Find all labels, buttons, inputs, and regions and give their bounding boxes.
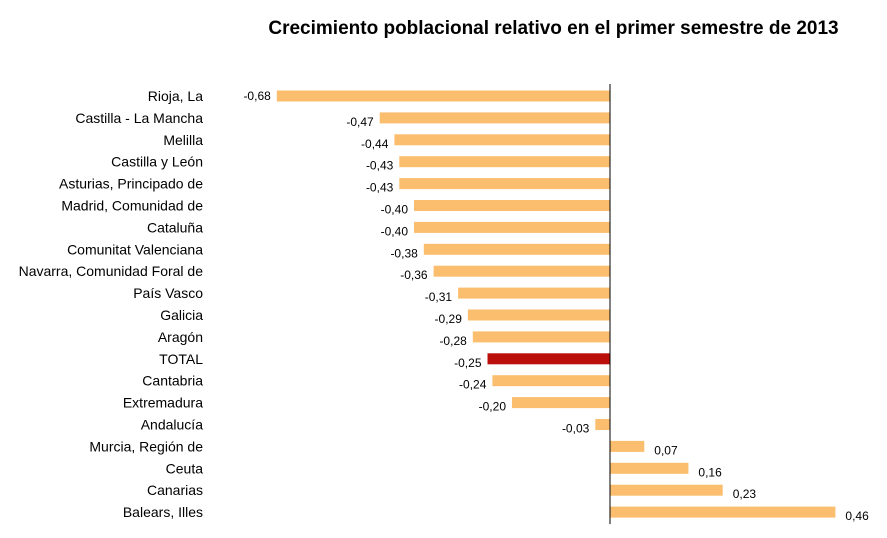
- bar-4: [399, 178, 610, 190]
- category-label: Aragón: [158, 329, 203, 345]
- value-label: -0,24: [459, 378, 487, 392]
- bar-18: [610, 484, 723, 496]
- bars-group: [276, 90, 836, 518]
- value-label: -0,68: [243, 89, 271, 103]
- category-label: Castilla y León: [111, 154, 203, 170]
- category-label: Galicia: [160, 307, 203, 323]
- value-label: -0,31: [425, 290, 453, 304]
- value-label: -0,40: [381, 203, 409, 217]
- value-label: -0,28: [439, 334, 467, 348]
- category-label: Ceuta: [166, 460, 204, 476]
- bar-0: [276, 90, 610, 102]
- category-label: Asturias, Principado de: [59, 176, 203, 192]
- category-label: Comunitat Valenciana: [67, 241, 203, 257]
- value-labels-group: -0,68 -0,47 -0,44 -0,43 -0,43 -0,40 -0,40 -0,38…: [243, 89, 869, 523]
- category-label: TOTAL: [159, 351, 203, 367]
- category-label: Rioja, La: [148, 88, 203, 104]
- value-label: -0,40: [381, 224, 409, 238]
- value-label: 0,23: [733, 487, 757, 501]
- category-label: País Vasco: [133, 285, 203, 301]
- value-label: -0,25: [454, 356, 482, 370]
- bar-10: [467, 309, 610, 321]
- bar-9: [458, 287, 610, 299]
- bar-3: [399, 156, 610, 168]
- category-label: Cantabria: [142, 373, 203, 389]
- value-label: 0,07: [654, 443, 678, 457]
- value-label: 0,16: [698, 465, 722, 479]
- chart-title: Crecimiento poblacional relativo en el p…: [268, 18, 839, 39]
- category-label: Madrid, Comunidad de: [61, 198, 203, 214]
- bar-7: [423, 243, 610, 255]
- value-label: -0,47: [346, 115, 374, 129]
- value-label: -0,03: [562, 422, 590, 436]
- value-label: -0,29: [435, 312, 463, 326]
- bar-11: [472, 331, 610, 343]
- category-label: Cataluña: [147, 219, 203, 235]
- bar-14: [512, 397, 610, 409]
- bar-6: [414, 221, 610, 233]
- value-label: -0,38: [390, 246, 418, 260]
- value-label: -0,43: [366, 159, 394, 173]
- bar-2: [394, 134, 610, 146]
- category-label: Melilla: [163, 132, 203, 148]
- category-label: Canarias: [147, 482, 203, 498]
- bar-1: [379, 112, 610, 124]
- bar-5: [414, 200, 610, 211]
- category-label: Castilla - La Mancha: [75, 110, 203, 126]
- category-label: Murcia, Región de: [89, 438, 203, 454]
- bar-17: [610, 462, 689, 474]
- category-label: Extremadura: [123, 395, 203, 411]
- value-label: 0,46: [845, 509, 869, 523]
- category-label: Andalucía: [141, 417, 203, 433]
- value-label: -0,43: [366, 181, 394, 195]
- bar-19: [610, 506, 836, 518]
- category-labels-group: Rioja, La Castilla - La Mancha Melilla Cast…: [19, 88, 204, 520]
- bar-16: [610, 440, 645, 452]
- bar-12: [487, 353, 610, 365]
- category-label: Navarra, Comunidad Foral de: [19, 263, 204, 279]
- value-label: -0,20: [479, 400, 507, 414]
- value-label: -0,44: [361, 137, 389, 151]
- value-label: -0,36: [400, 268, 428, 282]
- bar-15: [595, 419, 610, 430]
- bar-8: [433, 265, 610, 277]
- category-label: Balears, Illes: [123, 504, 203, 520]
- bar-13: [492, 375, 610, 387]
